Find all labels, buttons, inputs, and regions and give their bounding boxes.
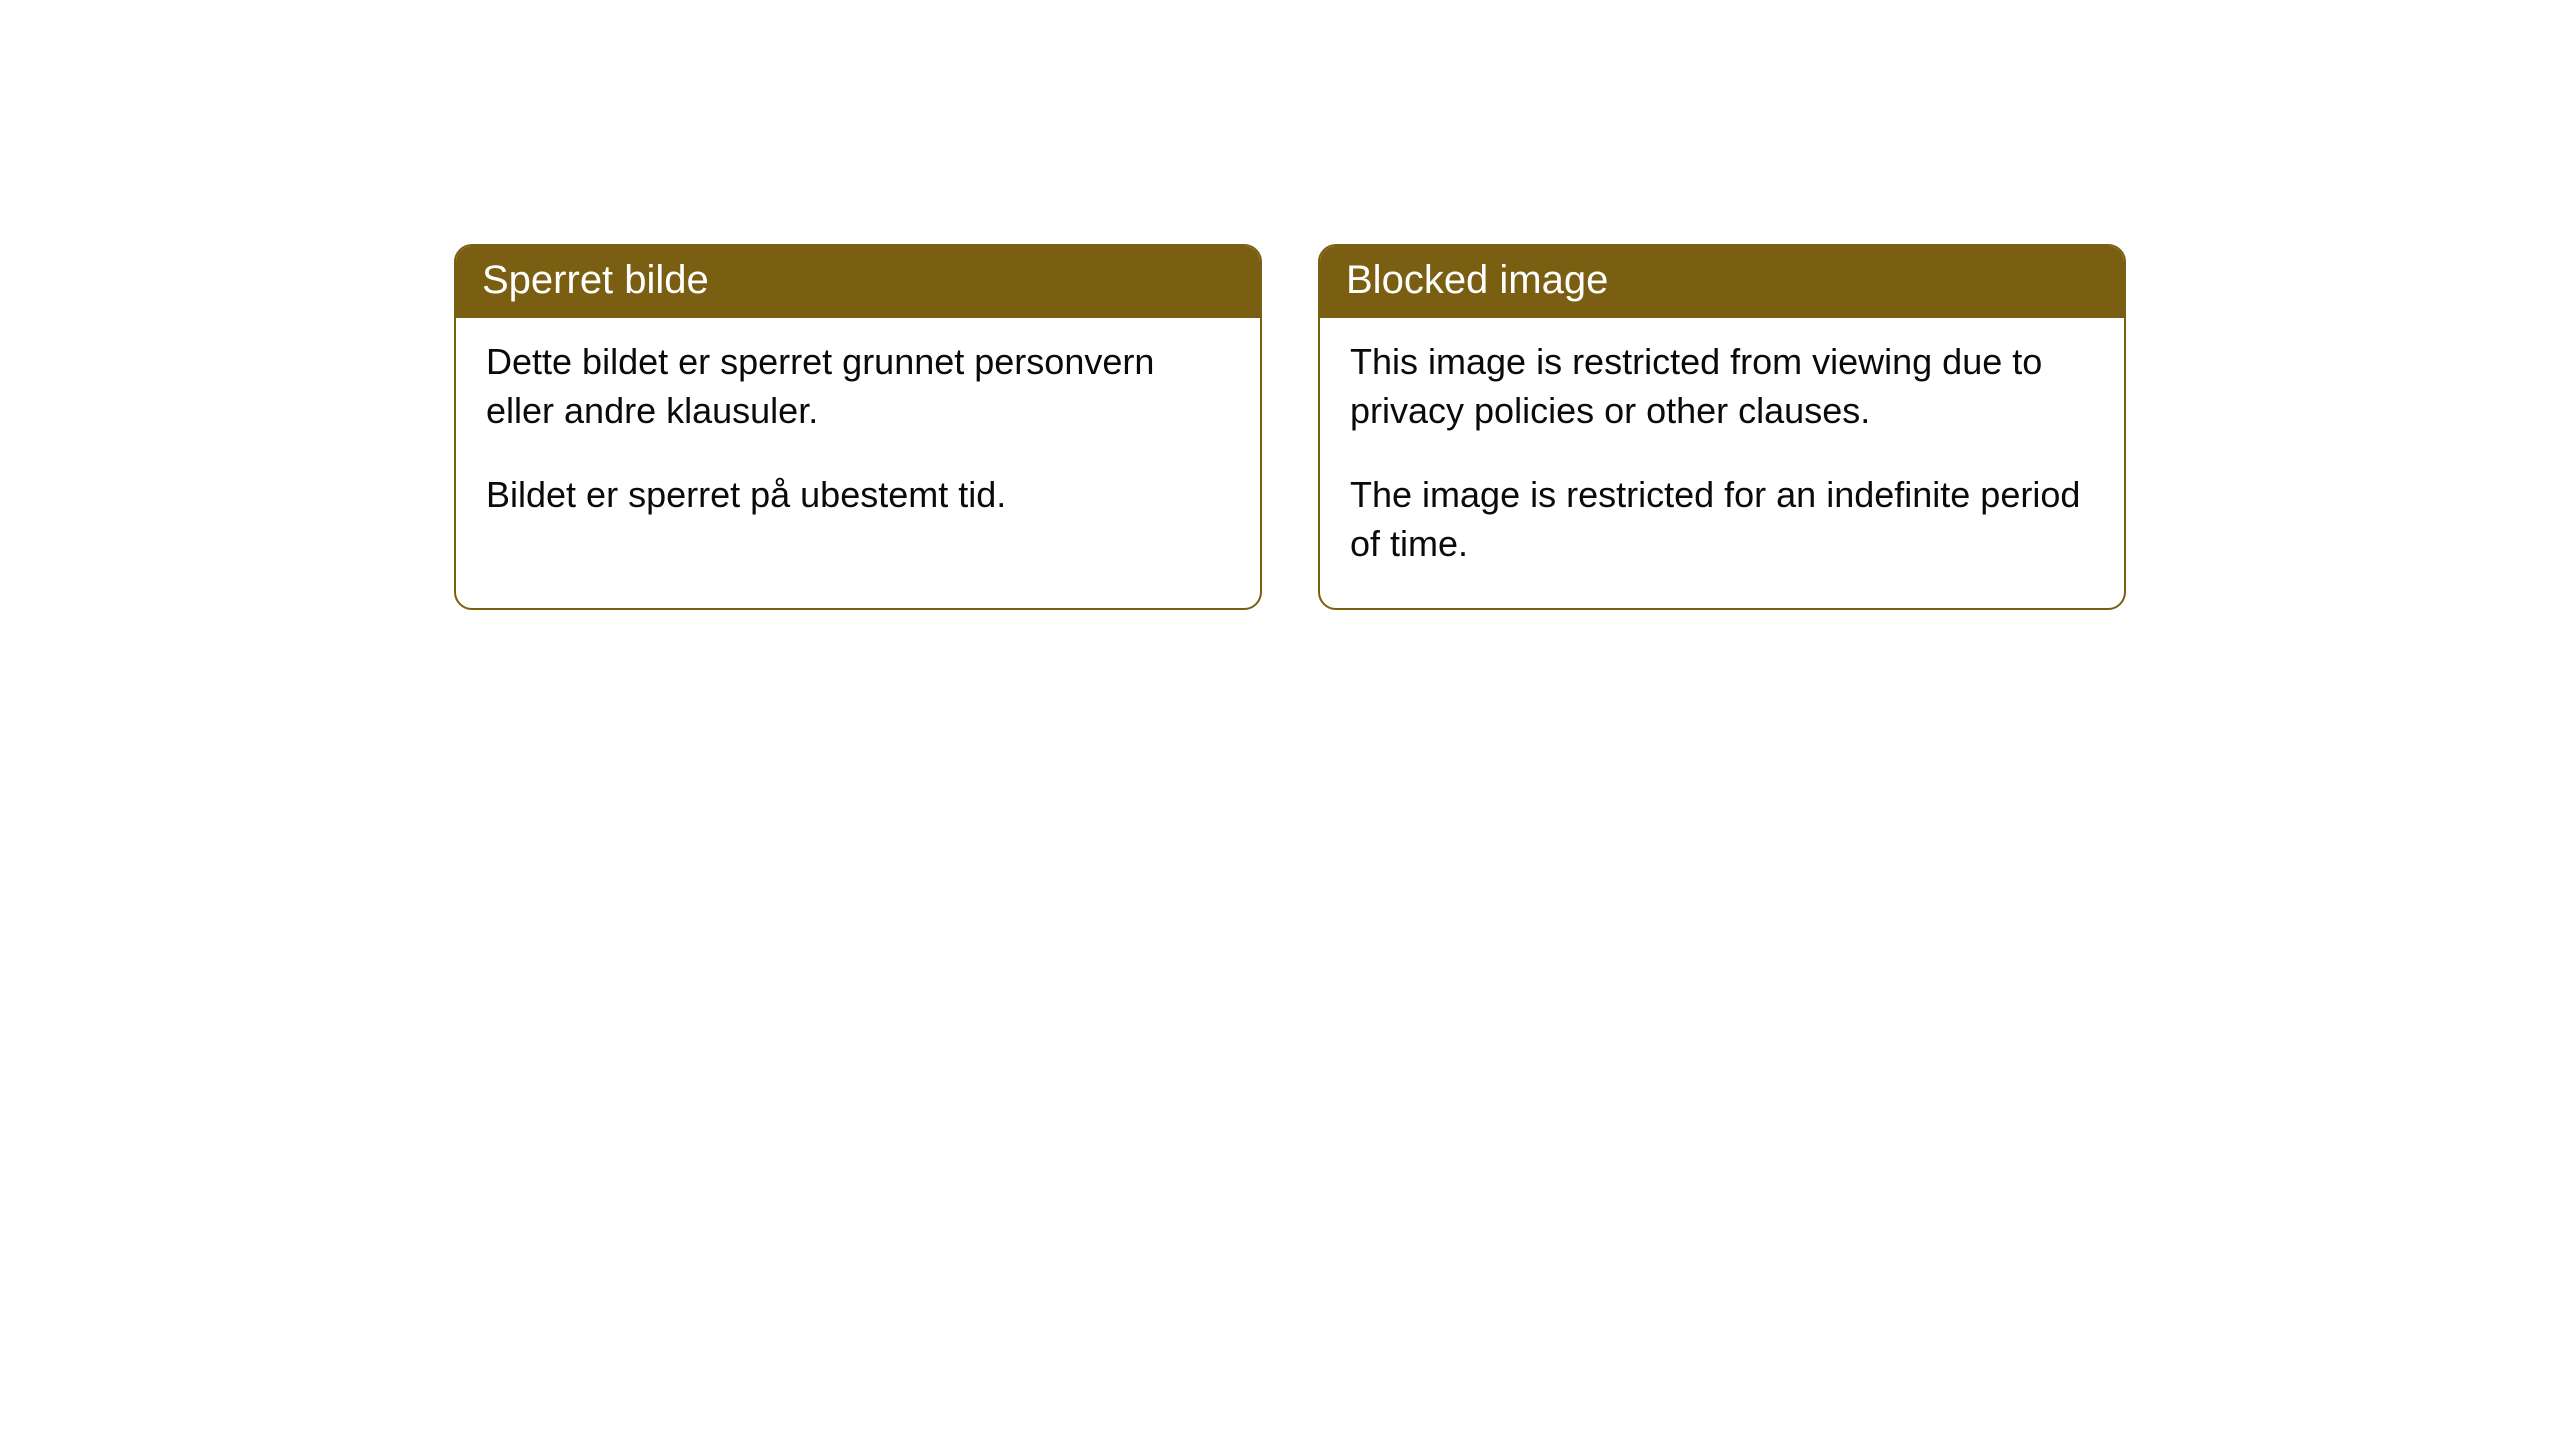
card-header-english: Blocked image <box>1320 246 2124 318</box>
card-text-english-1: This image is restricted from viewing du… <box>1350 338 2094 435</box>
card-header-norwegian: Sperret bilde <box>456 246 1260 318</box>
card-text-norwegian-2: Bildet er sperret på ubestemt tid. <box>486 471 1230 520</box>
card-norwegian: Sperret bilde Dette bildet er sperret gr… <box>454 244 1262 610</box>
card-body-norwegian: Dette bildet er sperret grunnet personve… <box>456 318 1260 560</box>
cards-container: Sperret bilde Dette bildet er sperret gr… <box>0 0 2560 610</box>
card-english: Blocked image This image is restricted f… <box>1318 244 2126 610</box>
card-text-english-2: The image is restricted for an indefinit… <box>1350 471 2094 568</box>
card-body-english: This image is restricted from viewing du… <box>1320 318 2124 608</box>
card-text-norwegian-1: Dette bildet er sperret grunnet personve… <box>486 338 1230 435</box>
